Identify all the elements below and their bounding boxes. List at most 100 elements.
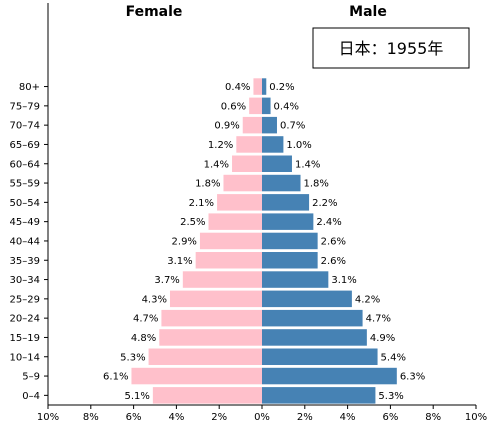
x-tick-label: 10%: [37, 412, 59, 423]
bar-male: [262, 194, 310, 211]
value-label-female: 1.8%: [195, 179, 220, 190]
value-label-female: 1.4%: [204, 159, 229, 170]
age-group-label: 55–59: [10, 179, 40, 190]
bars: [131, 78, 397, 404]
bar-male: [262, 387, 376, 404]
age-group-labels: 0–4 5–9 10–14 15–19 20–24 25–29 30–34 35–39 40–4…: [10, 82, 40, 402]
bar-female: [131, 367, 262, 385]
x-tick-label: 10%: [465, 412, 487, 423]
bar-female: [249, 97, 262, 115]
value-label-male: 0.2%: [269, 82, 294, 93]
value-label-male: 1.0%: [286, 140, 311, 151]
value-label-male: 2.2%: [312, 198, 337, 209]
bar-female: [253, 78, 262, 95]
age-group-label: 70–74: [10, 121, 40, 132]
value-label-male: 0.7%: [280, 121, 305, 132]
bar-male: [262, 290, 352, 308]
bar-male: [262, 309, 363, 327]
value-label-male: 2.6%: [321, 236, 346, 247]
age-group-label: 65–69: [10, 140, 40, 151]
bar-female: [232, 155, 262, 172]
value-label-male: 3.1%: [331, 275, 356, 286]
x-tick-label: 8%: [425, 412, 441, 423]
bar-female: [148, 348, 262, 365]
age-group-label: 80+: [19, 82, 40, 93]
bar-male: [262, 348, 378, 365]
series-header-female: Female: [126, 4, 183, 20]
bar-male: [262, 174, 301, 192]
value-label-female: 4.3%: [142, 294, 167, 305]
age-group-label: 30–34: [10, 275, 40, 286]
bar-female: [242, 116, 262, 134]
series-header-male: Male: [349, 4, 387, 20]
x-tick-label: 0%: [254, 412, 270, 423]
bar-female: [208, 213, 262, 230]
age-group-label: 10–14: [10, 352, 40, 363]
bar-male: [262, 97, 271, 115]
age-group-label: 25–29: [10, 294, 40, 305]
value-label-male: 6.3%: [400, 372, 425, 383]
value-label-male: 5.4%: [381, 352, 406, 363]
x-tick-label: 2%: [297, 412, 313, 423]
bar-male: [262, 252, 318, 269]
age-group-label: 20–24: [10, 314, 40, 325]
value-label-male: 1.4%: [295, 159, 320, 170]
x-tick-label: 4%: [168, 412, 184, 423]
value-label-female: 0.9%: [214, 121, 239, 132]
value-label-male: 0.4%: [274, 101, 299, 112]
bar-female: [182, 271, 262, 288]
x-tick-label: 6%: [382, 412, 398, 423]
bar-male: [262, 116, 277, 134]
bar-male: [262, 232, 318, 250]
x-tick-label: 4%: [340, 412, 356, 423]
x-tick-labels: 10% 8% 6% 4% 2% 0% 2% 4% 6% 8% 10%: [37, 412, 487, 423]
bar-female: [195, 252, 262, 269]
value-label-female: 5.1%: [124, 391, 149, 402]
value-label-female: 2.1%: [189, 198, 214, 209]
x-tick-label: 8%: [83, 412, 99, 423]
bar-female: [159, 329, 262, 346]
value-label-male: 4.7%: [366, 314, 391, 325]
value-label-female: 2.9%: [172, 236, 197, 247]
value-label-male: 1.8%: [304, 179, 329, 190]
bar-female: [223, 174, 262, 192]
value-labels: 5.1% 5.3% 6.1% 6.3% 5.3% 5.4% 4.8% 4.9% 4.7% 4.7%…: [103, 82, 425, 402]
value-label-female: 0.4%: [225, 82, 250, 93]
value-label-female: 5.3%: [120, 352, 145, 363]
age-group-label: 35–39: [10, 256, 40, 267]
bar-male: [262, 271, 329, 288]
age-group-label: 5–9: [22, 372, 40, 383]
bar-female: [152, 387, 262, 404]
age-group-label: 15–19: [10, 333, 40, 344]
x-tick-label: 2%: [211, 412, 227, 423]
inset-title: 日本：1955年: [339, 39, 444, 58]
bar-male: [262, 155, 292, 172]
age-group-label: 50–54: [10, 198, 40, 209]
age-group-label: 40–44: [10, 236, 40, 247]
inset-title-box: [312, 27, 470, 69]
value-label-female: 2.5%: [180, 217, 205, 228]
value-label-female: 4.8%: [131, 333, 156, 344]
value-label-female: 3.1%: [167, 256, 192, 267]
value-label-male: 2.4%: [316, 217, 341, 228]
bar-male: [262, 213, 314, 230]
bar-female: [199, 232, 262, 250]
age-group-label: 0–4: [22, 391, 40, 402]
bar-male: [262, 78, 267, 95]
value-label-female: 3.7%: [154, 275, 179, 286]
bar-female: [169, 290, 262, 308]
value-label-male: 2.6%: [321, 256, 346, 267]
bar-male: [262, 136, 284, 153]
x-tick-label: 6%: [126, 412, 142, 423]
bar-male: [262, 367, 397, 385]
age-group-label: 75–79: [10, 101, 40, 112]
value-label-female: 1.2%: [208, 140, 233, 151]
axes: [44, 3, 477, 409]
age-group-label: 60–64: [10, 159, 40, 170]
age-group-label: 45–49: [10, 217, 40, 228]
bar-female: [217, 194, 262, 211]
value-label-female: 4.7%: [133, 314, 158, 325]
bar-female: [236, 136, 262, 153]
value-label-female: 6.1%: [103, 372, 128, 383]
